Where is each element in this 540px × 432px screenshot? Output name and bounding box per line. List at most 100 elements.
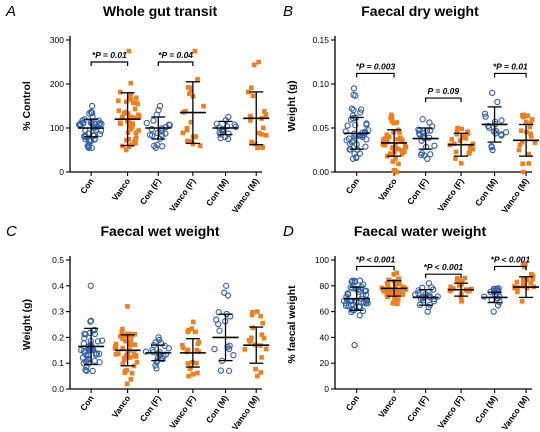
data-point (120, 326, 125, 332)
data-point (117, 333, 123, 339)
data-point (430, 298, 438, 305)
data-point (194, 360, 199, 366)
data-point (261, 335, 267, 341)
data-point (192, 48, 198, 54)
data-point (395, 301, 400, 307)
data-point (485, 122, 492, 130)
data-point (526, 151, 532, 157)
y-tick-label: 0.3 (52, 307, 64, 317)
data-point (248, 118, 253, 123)
data-point (201, 103, 206, 109)
data-point (520, 281, 526, 286)
data-point (386, 277, 391, 283)
data-point (392, 282, 398, 288)
significance-bracket (493, 72, 527, 78)
data-point (431, 142, 438, 149)
data-point (262, 109, 267, 114)
data-point (528, 131, 533, 136)
data-point (119, 329, 125, 335)
data-point (363, 136, 370, 143)
y-tick-label: 200 (50, 79, 64, 89)
x-tick-label: Con (M) (473, 393, 499, 425)
data-point (453, 149, 459, 155)
data-point (242, 347, 248, 352)
data-point (519, 139, 525, 145)
x-tick-label: Con (M) (204, 393, 230, 425)
data-point (470, 141, 476, 147)
data-point (352, 122, 359, 129)
data-point (263, 346, 269, 352)
y-tick-label: 0.4 (52, 281, 64, 291)
y-tick-label: 0.15 (312, 35, 329, 45)
data-point (529, 117, 535, 122)
data-point (520, 161, 525, 167)
y-tick-label: 80 (320, 281, 330, 291)
data-point (216, 327, 223, 334)
data-point (117, 89, 123, 95)
data-point (261, 125, 266, 131)
data-point (255, 373, 260, 379)
data-point (393, 142, 398, 148)
data-point (96, 119, 104, 126)
data-point (514, 279, 520, 285)
significance-label: *P = 0.01 (92, 50, 127, 60)
significance-label: *P = 0.04 (158, 50, 193, 60)
y-tick-label: 300 (50, 35, 64, 45)
data-point (384, 280, 390, 286)
x-tick-label: Vanco (376, 176, 399, 202)
data-point (363, 296, 371, 304)
panel-letter: A (5, 3, 16, 20)
data-point (385, 284, 391, 289)
data-point (490, 128, 498, 135)
data-point (395, 146, 401, 152)
x-tick-label: Vanco (376, 393, 399, 419)
data-point (350, 114, 357, 122)
data-point (449, 137, 454, 142)
significance-bracket (157, 61, 194, 66)
data-point (358, 106, 365, 113)
data-point (467, 149, 472, 155)
data-point (124, 381, 130, 387)
data-point (382, 136, 388, 141)
x-tick-label: Vanco (110, 393, 133, 419)
data-point (521, 276, 526, 282)
data-point (395, 136, 400, 142)
x-tick-label: Con (78, 176, 96, 195)
data-point (127, 95, 132, 100)
data-point (343, 137, 350, 144)
data-point (133, 130, 139, 136)
data-point (524, 277, 530, 283)
data-point (80, 340, 88, 347)
data-point (120, 114, 125, 120)
data-point (81, 330, 88, 338)
data-point (530, 277, 535, 282)
data-point (120, 336, 125, 341)
panel-title: Faecal water weight (354, 223, 487, 239)
significance-label: *P = 0.003 (356, 61, 396, 71)
data-point (362, 143, 369, 150)
data-point (425, 134, 433, 141)
data-point (179, 342, 185, 348)
x-tick-label: Vanco (M) (500, 176, 531, 215)
data-point (132, 115, 137, 121)
significance-bracket (90, 61, 129, 66)
data-point (348, 278, 355, 285)
data-point (491, 285, 498, 293)
data-point (225, 367, 233, 375)
x-tick-label: Con (F) (138, 393, 163, 423)
data-point (112, 345, 118, 351)
data-point (448, 284, 453, 290)
data-point (451, 286, 456, 291)
data-point (342, 300, 350, 307)
significance-bracket (425, 97, 462, 103)
data-point (456, 283, 462, 288)
data-point (455, 275, 460, 281)
data-point (416, 130, 423, 137)
data-point (470, 146, 475, 152)
data-point (86, 110, 93, 117)
data-point (399, 148, 405, 153)
panel-b: B Faecal dry weight 0.00 0.05 0.10 0.15 Weight… (283, 3, 540, 215)
data-point (520, 261, 526, 267)
data-point (252, 141, 258, 147)
data-point (415, 290, 422, 297)
